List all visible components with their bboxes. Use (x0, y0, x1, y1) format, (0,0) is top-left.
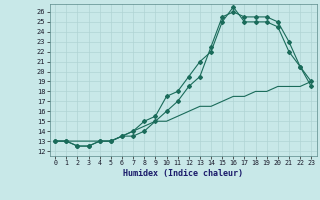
X-axis label: Humidex (Indice chaleur): Humidex (Indice chaleur) (123, 169, 243, 178)
